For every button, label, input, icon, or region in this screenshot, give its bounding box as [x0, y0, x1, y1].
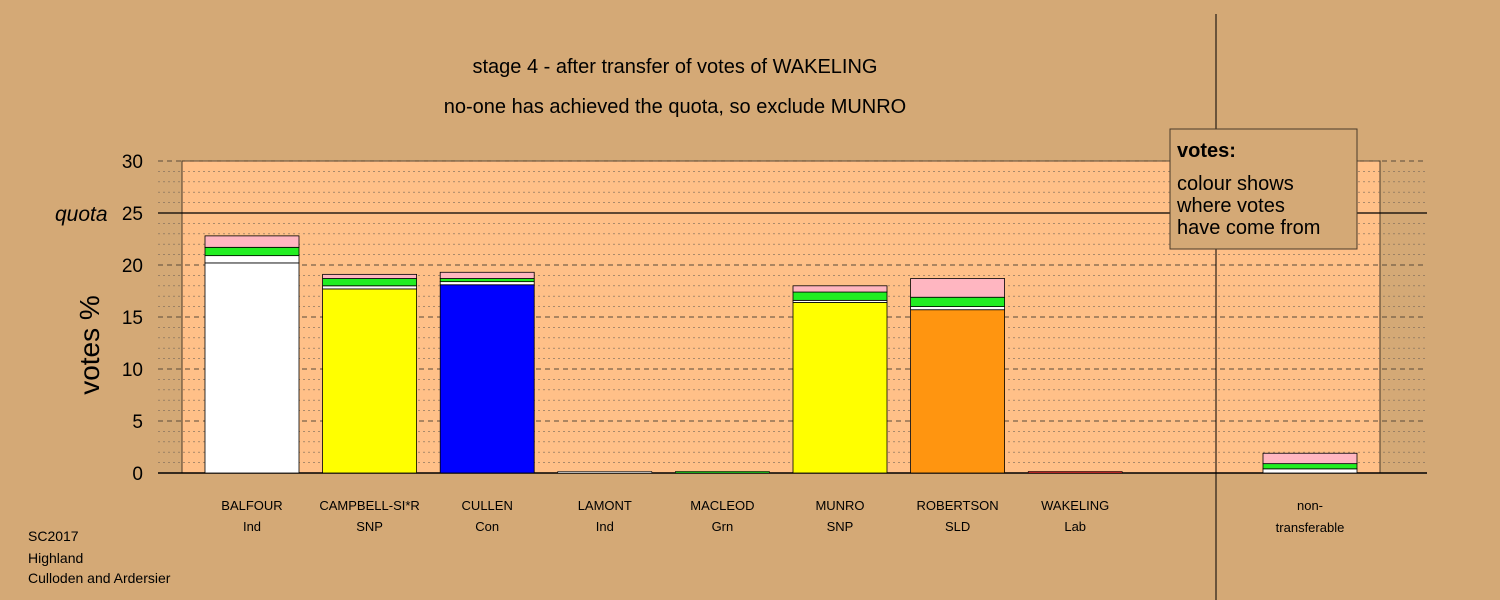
bar-segment: [675, 471, 770, 474]
candidate-name-label: CAMPBELL-SI*R: [319, 498, 419, 513]
bar-segment: [1262, 463, 1358, 470]
bar-segment: [792, 291, 888, 301]
candidate-party-label: Ind: [596, 519, 614, 534]
bar-segment: [792, 285, 888, 293]
y-axis-ticks: 0 5 10 15 20 25 30: [122, 152, 143, 485]
chart-title: stage 4 - after transfer of votes of WAK…: [473, 56, 878, 78]
bar-segment: [910, 278, 1005, 298]
candidate-name-label: MACLEOD: [690, 498, 754, 513]
bar-segment: [204, 262, 300, 474]
bar-segment: [1262, 468, 1358, 474]
candidate-name-label: MUNRO: [815, 498, 864, 513]
candidate-name-label: non-: [1297, 498, 1323, 513]
bar-segment: [439, 284, 535, 474]
candidate-name-label: WAKELING: [1041, 498, 1109, 513]
bar-segment: [439, 271, 535, 279]
chart-subtitle: no-one has achieved the quota, so exclud…: [444, 96, 907, 118]
candidate-party-label: Lab: [1064, 519, 1086, 534]
bar-segment: [204, 255, 300, 264]
bar-segment: [910, 306, 1005, 311]
candidate-name-label: ROBERTSON: [917, 498, 999, 513]
y-tick-label: 10: [122, 360, 143, 381]
bar-balfour: [204, 235, 300, 474]
bar-lamont: [557, 471, 653, 474]
y-tick-label: 25: [122, 204, 143, 225]
bar-segment: [1027, 471, 1123, 474]
y-tick-label: 30: [122, 152, 143, 173]
legend-line-3: have come from: [1177, 217, 1320, 239]
bar-segment: [322, 288, 418, 474]
bar-campbell-si-r: [322, 273, 418, 474]
bar-segment: [322, 273, 418, 279]
candidate-party-label: SLD: [945, 519, 970, 534]
bar-segment: [204, 235, 300, 248]
bar-segment: [792, 302, 888, 474]
bar-segment: [910, 309, 1005, 474]
legend: votes: colour shows where votes have com…: [1169, 128, 1358, 250]
bar-segment: [322, 278, 418, 287]
bar-munro: [792, 285, 888, 474]
y-tick-label: 20: [122, 256, 143, 277]
bar-wakeling: [1027, 471, 1123, 474]
candidate-name-label: BALFOUR: [221, 498, 282, 513]
footer-ward: Culloden and Ardersier: [28, 570, 171, 586]
candidate-party-label: transferable: [1276, 520, 1345, 535]
y-tick-label: 15: [122, 308, 143, 329]
bar-non-: [1262, 452, 1358, 474]
quota-label: quota: [55, 203, 108, 226]
bar-segment: [322, 285, 418, 290]
bar-macleod: [675, 471, 770, 474]
candidate-party-label: Grn: [712, 519, 734, 534]
candidate-party-label: Ind: [243, 519, 261, 534]
bar-segment: [910, 296, 1005, 307]
candidate-name-label: LAMONT: [578, 498, 632, 513]
legend-title: votes:: [1177, 140, 1236, 162]
candidate-party-label: SNP: [356, 519, 383, 534]
footer: SC2017 Highland Culloden and Ardersier: [28, 528, 171, 586]
bar-segment: [439, 281, 535, 286]
candidate-party-label: Con: [475, 519, 499, 534]
bar-cullen: [439, 271, 535, 474]
x-axis-labels: BALFOUR Ind CAMPBELL-SI*R SNP CULLEN Con LAMON…: [221, 498, 1344, 535]
candidate-party-label: SNP: [827, 519, 854, 534]
bar-segment: [557, 471, 653, 474]
legend-box: [1169, 128, 1358, 250]
bars: [204, 235, 1358, 474]
bar-segment: [204, 246, 300, 257]
bar-segment: [1262, 452, 1358, 465]
bar-robertson: [910, 278, 1005, 474]
y-tick-label: 0: [132, 464, 143, 485]
footer-council: Highland: [28, 550, 83, 566]
candidate-name-label: CULLEN: [462, 498, 513, 513]
y-tick-label: 5: [132, 412, 143, 433]
legend-line-1: colour shows: [1177, 173, 1294, 195]
bar-segment: [439, 278, 535, 283]
legend-line-2: where votes: [1176, 195, 1285, 217]
y-axis-label: votes %: [74, 295, 105, 395]
footer-election: SC2017: [28, 528, 79, 544]
